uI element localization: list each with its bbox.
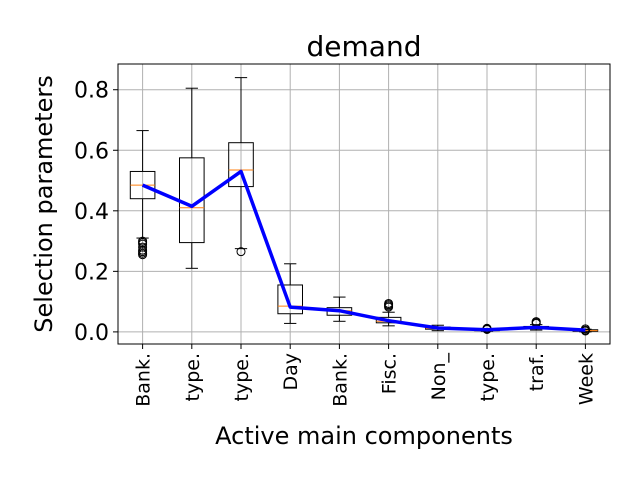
- outlier-point: [531, 317, 541, 327]
- boxes: [129, 77, 599, 336]
- grid-lines: [118, 64, 610, 344]
- x-tick-label: traf.: [526, 353, 548, 391]
- y-axis-label: Selection parameters: [30, 75, 58, 332]
- outlier-point: [138, 236, 148, 246]
- box-iqr: [375, 316, 402, 324]
- outlier-point: [138, 242, 148, 252]
- y-tick-label: 0.0: [74, 321, 109, 346]
- x-tick-label: Week: [575, 353, 597, 405]
- outlier-point: [384, 298, 394, 308]
- x-tick-label: type.: [182, 353, 204, 401]
- chart-title: demand: [307, 30, 422, 63]
- y-tick-label: 0.6: [74, 139, 109, 164]
- trend-line: [141, 169, 586, 332]
- outlier-point: [236, 247, 246, 257]
- box-iqr: [228, 142, 254, 188]
- trend-line-layer: [141, 169, 586, 332]
- y-tick-label: 0.8: [74, 79, 109, 104]
- x-tick-label: type.: [477, 353, 499, 401]
- x-tick-label: Bank.: [133, 353, 155, 407]
- plot-area-frame: [117, 63, 611, 345]
- y-tick-label: 0.4: [74, 200, 109, 225]
- box-3: [228, 77, 254, 257]
- y-tick-label: 0.2: [74, 260, 109, 285]
- box-iqr: [277, 284, 303, 315]
- x-tick-label: Non_: [428, 353, 450, 401]
- x-tick-label: Fisc.: [379, 353, 401, 394]
- x-tick-label: type.: [231, 353, 253, 401]
- box-1: [129, 130, 156, 260]
- x-axis-label: Active main components: [215, 422, 513, 450]
- x-tick-label: Day: [280, 353, 302, 391]
- x-tick-label: Bank.: [329, 353, 351, 407]
- x-axis-ticks: Bank. type. type. Day Bank. Fisc. Non_ type. tra…: [133, 344, 597, 407]
- y-axis-ticks: 0.0 0.2 0.4 0.6 0.8: [74, 79, 118, 346]
